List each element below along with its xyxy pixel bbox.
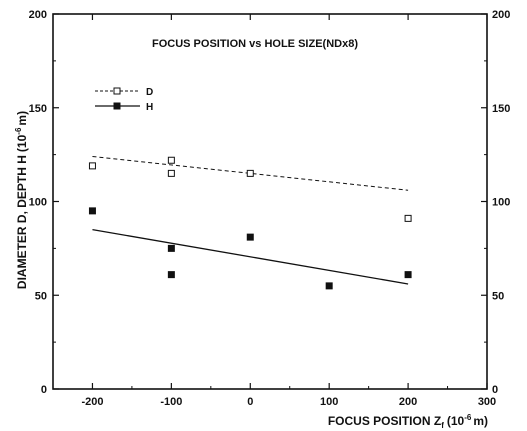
legend-marker-d	[113, 87, 121, 95]
y-axis-unit-open: (10	[15, 134, 29, 152]
x-axis-unit-open: (10	[447, 414, 465, 428]
y-tick-label-left: 100	[29, 197, 47, 209]
y-axis-unit-exponent: -6	[14, 127, 23, 135]
y-axis-unit-close: m)	[15, 111, 29, 126]
x-tick-label: 300	[478, 396, 496, 408]
x-tick-label: 0	[247, 396, 253, 408]
y-tick-label-right: 0	[492, 384, 498, 396]
y-axis-title: DIAMETER D, DEPTH H (10-6m)	[14, 111, 29, 289]
x-tick-label: 200	[399, 396, 417, 408]
x-axis-title-subscript: f	[441, 421, 444, 430]
series-d-point	[404, 214, 412, 222]
y-tick-label-left: 0	[41, 384, 47, 396]
y-tick-label-right: 200	[492, 9, 510, 21]
y-tick-label-left: 150	[29, 103, 47, 115]
y-tick-label-right: 150	[492, 103, 510, 115]
series-h-point	[325, 282, 333, 290]
x-tick-label: 100	[320, 396, 338, 408]
x-axis-title-main: FOCUS POSITION Z	[328, 414, 441, 428]
series-d-point	[246, 169, 254, 177]
y-tick-label-right: 50	[492, 290, 504, 302]
axis-ticks	[53, 13, 488, 390]
y-tick-label-left: 50	[35, 290, 47, 302]
x-axis-unit-close: m)	[473, 414, 488, 428]
series-h-point	[88, 207, 96, 215]
x-tick-label: -100	[160, 396, 182, 408]
y-tick-label-right: 100	[492, 197, 510, 209]
plot-frame	[52, 13, 488, 390]
series-d-point	[88, 162, 96, 170]
series-h-point	[404, 271, 412, 279]
y-tick-label-left: 200	[29, 9, 47, 21]
series-h-point	[167, 244, 175, 252]
x-axis-title: FOCUS POSITION Zf (10-6 m)	[328, 413, 488, 430]
series-d-point	[167, 169, 175, 177]
series-h-fit-line	[92, 228, 409, 285]
fit-lines	[92, 156, 409, 285]
data-points	[88, 156, 412, 290]
legend-label-d: D	[146, 87, 153, 98]
x-axis-unit-exponent: -6	[464, 413, 472, 422]
x-tick-label: -200	[81, 396, 103, 408]
chart-title: FOCUS POSITION vs HOLE SIZE(NDx8)	[152, 38, 358, 50]
series-d-fit-line	[92, 156, 409, 191]
series-d-point	[167, 156, 175, 164]
legend-label-h: H	[146, 102, 153, 113]
series-h-point	[246, 233, 254, 241]
series-h-point	[167, 271, 175, 279]
legend: D H	[95, 87, 153, 113]
y-axis-title-main: DIAMETER D, DEPTH H	[15, 155, 29, 289]
legend-marker-h	[113, 102, 121, 110]
axis-tick-labels: -200 -100 0 100 200 3000501001502000501001502…	[29, 9, 511, 408]
